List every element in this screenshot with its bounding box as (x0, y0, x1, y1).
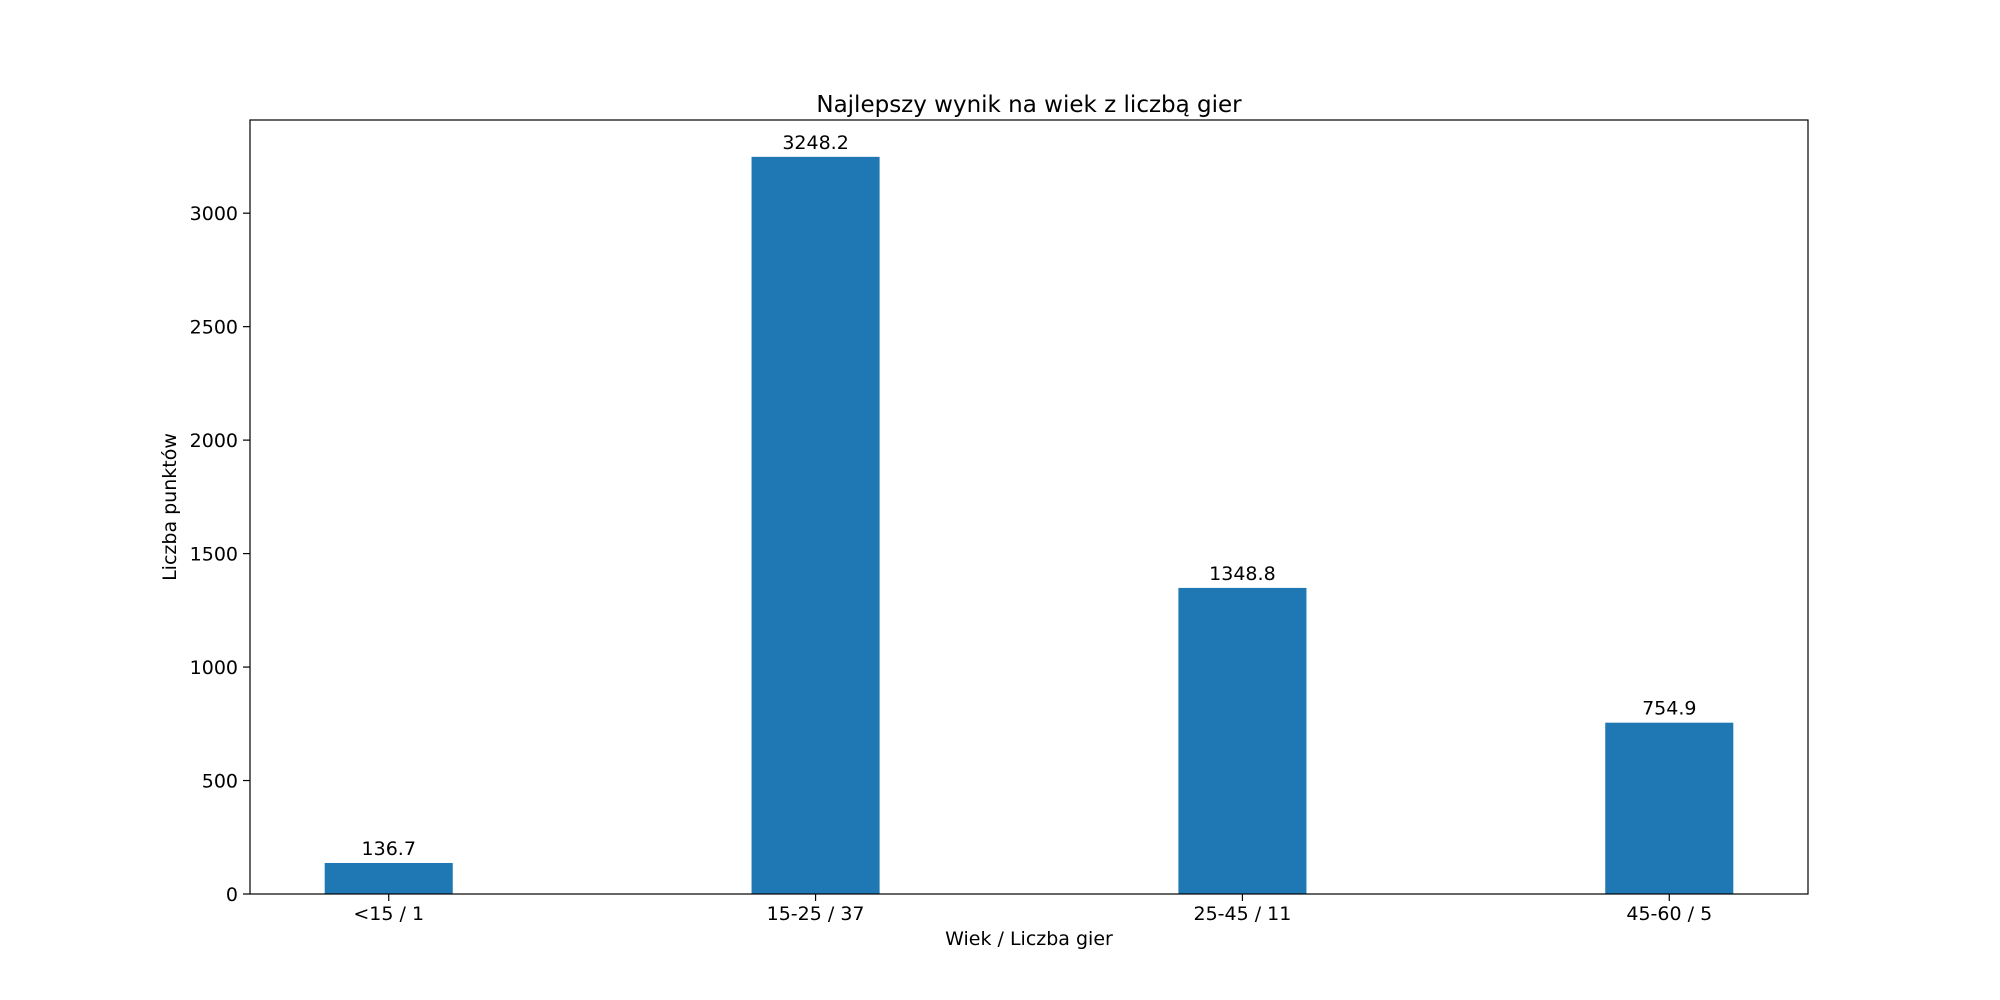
x-axis-label: Wiek / Liczba gier (945, 928, 1113, 950)
y-tick-label-1: 500 (202, 771, 238, 793)
y-tick-label-2: 1000 (190, 657, 238, 679)
chart-title: Najlepszy wynik na wiek z liczbą gier (816, 92, 1242, 118)
bar-1 (751, 156, 880, 894)
y-tick-label-3: 1500 (190, 544, 238, 566)
x-tick-label-1: 15-25 / 37 (767, 903, 865, 925)
ticks-layer: <15 / 1 15-25 / 37 25-45 / 11 45-60 / 5 0 500… (190, 203, 1713, 925)
bar-value-label-2: 1348.8 (1209, 563, 1275, 585)
data-labels-layer: 136.7 3248.2 1348.8 754.9 (362, 132, 1697, 860)
x-tick-label-0: <15 / 1 (353, 903, 424, 925)
bar-0 (324, 862, 453, 894)
y-tick-label-5: 2500 (190, 317, 238, 339)
y-axis-label: Liczba punktów (159, 433, 181, 581)
y-tick-label-6: 3000 (190, 203, 238, 225)
bar-3 (1605, 722, 1734, 894)
plot-frame (249, 119, 1809, 895)
bar-value-label-0: 136.7 (362, 838, 416, 860)
x-tick-label-3: 45-60 / 5 (1626, 903, 1712, 925)
bar-value-label-3: 754.9 (1642, 698, 1696, 720)
bar-value-label-1: 3248.2 (782, 132, 848, 154)
bar-2 (1178, 587, 1307, 894)
y-tick-label-0: 0 (226, 884, 238, 906)
x-tick-label-2: 25-45 / 11 (1193, 903, 1291, 925)
y-tick-label-4: 2000 (190, 430, 238, 452)
bars-layer (324, 156, 1734, 894)
